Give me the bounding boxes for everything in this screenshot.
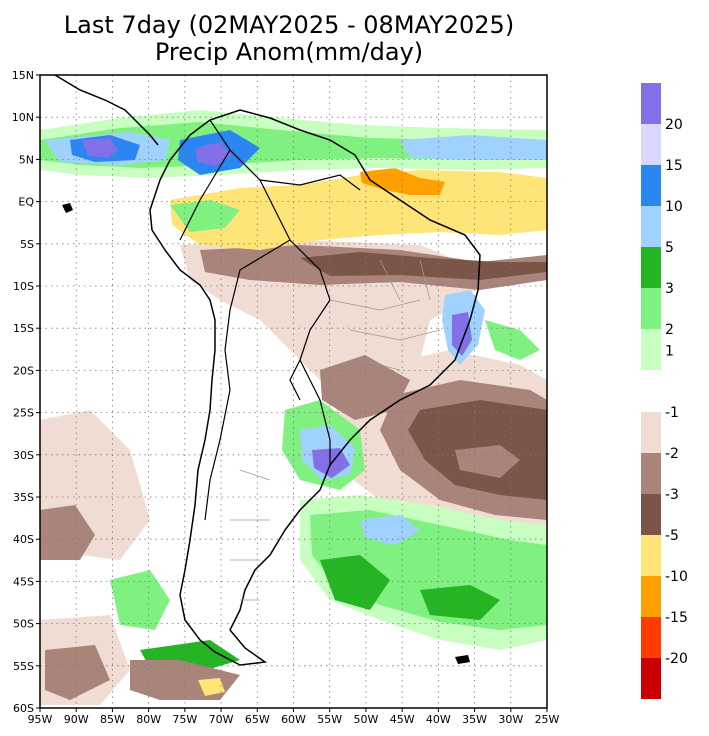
legend-dry-label: -20 [665,651,688,667]
lon-tick-label: 65W [245,713,270,726]
lon-tick-label: 70W [209,713,234,726]
anomaly-dark-green-south-band-1 [320,555,390,610]
lon-tick-label: 45W [390,713,415,726]
anomaly-brown-south-edge [45,645,110,700]
lon-tick-label: 40W [426,713,451,726]
legend-dry-label: -1 [665,405,679,421]
legend-wet-swatch [641,83,661,124]
coastlines [54,75,481,666]
lat-tick-label: 30S [13,449,34,462]
south-america-coastline [149,109,481,666]
lat-tick-label: 35S [13,491,34,504]
legend-dry-swatch [641,535,661,576]
lon-tick-label: 75W [172,713,197,726]
legend-wet-label: 15 [665,158,683,174]
legend-dry-label: -3 [665,487,679,503]
lat-tick-label: 10S [13,280,34,293]
legend-dry-label: -5 [665,528,679,544]
legend-dry-swatch [641,412,661,453]
lat-tick-label: 10N [12,111,34,124]
lat-tick-label: 15S [13,322,34,335]
lon-tick-label: 60W [281,713,306,726]
anomaly-brown-south-pacific [40,505,95,560]
legend-wet-label: 1 [665,344,674,360]
map-panel: 15N 10N 5N EQ 5S 10S 15S 20S 25S 30S 35S 40S 45S 50S 5… [12,69,560,726]
anomaly-purple-pacific [82,138,118,158]
lat-tick-label: 5S [20,238,34,251]
galapagos-islands [62,203,73,213]
legend-wet-swatch [641,288,661,329]
lat-tick-label: 15N [12,69,34,82]
legend-wet-label: 20 [665,117,683,133]
legend-dry-label: -15 [665,610,688,626]
lon-tick-label: 55W [317,713,342,726]
latitude-axis: 15N 10N 5N EQ 5S 10S 15S 20S 25S 30S 35S 40S 45S 50S 5… [12,69,40,715]
legend-wet-swatch [641,247,661,288]
legend-wet-label: 3 [665,281,674,297]
title-line-1: Last 7day (02MAY2025 - 08MAY2025) [64,11,514,39]
legend-dry-swatch [641,617,661,658]
legend-wet-swatch [641,329,661,370]
lat-tick-label: 40S [13,533,34,546]
lon-tick-label: 30W [498,713,523,726]
lon-tick-label: 80W [136,713,161,726]
legend-wet-label: 2 [665,322,674,338]
map-gridlines [40,75,547,708]
lat-tick-label: 55S [13,660,34,673]
legend-dry-swatch [641,453,661,494]
central-america-coastline [54,75,159,146]
longitude-axis: 95W 90W 85W 80W 75W 70W 65W 60W 55W 50W 45W 40W 35W 3… [28,708,560,726]
lon-tick-label: 95W [28,713,53,726]
lon-tick-label: 25W [535,713,560,726]
legend-wet: 20 15 10 5 3 2 1 [641,83,683,370]
legend-dry-swatch [641,658,661,699]
lat-tick-label: 60S [13,702,34,715]
anomaly-light-brown-blob-south-atlantic [455,445,520,478]
lon-tick-label: 90W [64,713,89,726]
title-line-2: Precip Anom(mm/day) [155,38,423,66]
anomaly-purple-colombia [195,142,232,166]
anomaly-green-bahia-coast [485,320,540,360]
anomaly-light-blue-atlantic [400,135,547,160]
lon-tick-label: 50W [353,713,378,726]
legend-wet-swatch [641,165,661,206]
lat-tick-label: 5N [19,153,34,166]
legend-wet-label: 5 [665,240,674,256]
legend-wet-swatch [641,206,661,247]
lat-tick-label: 25S [13,407,34,420]
anomaly-purple-bahia [452,312,472,356]
lat-tick-label: 45S [13,575,34,588]
lon-tick-label: 35W [462,713,487,726]
legend-dry-swatch [641,576,661,617]
state-borders [230,259,441,601]
legend-dry-swatch [641,494,661,535]
legend-dry-label: -2 [665,446,679,462]
lat-tick-label: 20S [13,364,34,377]
anomaly-yellow-drake [198,678,225,696]
legend-wet-label: 10 [665,199,683,215]
anomaly-green-patagonia-pacific [110,570,170,630]
anomaly-brown-southeast-brazil [320,355,410,420]
anomaly-dark-band-amazon [300,252,547,280]
anomaly-fields [40,110,547,705]
country-borders [179,119,361,521]
legend-wet-swatch [641,124,661,165]
falkland-islands [455,655,470,664]
legend-dry-label: -10 [665,569,688,585]
lat-tick-label: 50S [13,618,34,631]
lat-tick-label: EQ [18,196,34,209]
anomaly-dark-green-south-band-2 [420,585,500,620]
legend-dry: -1 -2 -3 -5 -10 -15 -20 [641,405,688,699]
anomaly-blue-south-band [360,515,420,545]
lon-tick-label: 85W [100,713,125,726]
